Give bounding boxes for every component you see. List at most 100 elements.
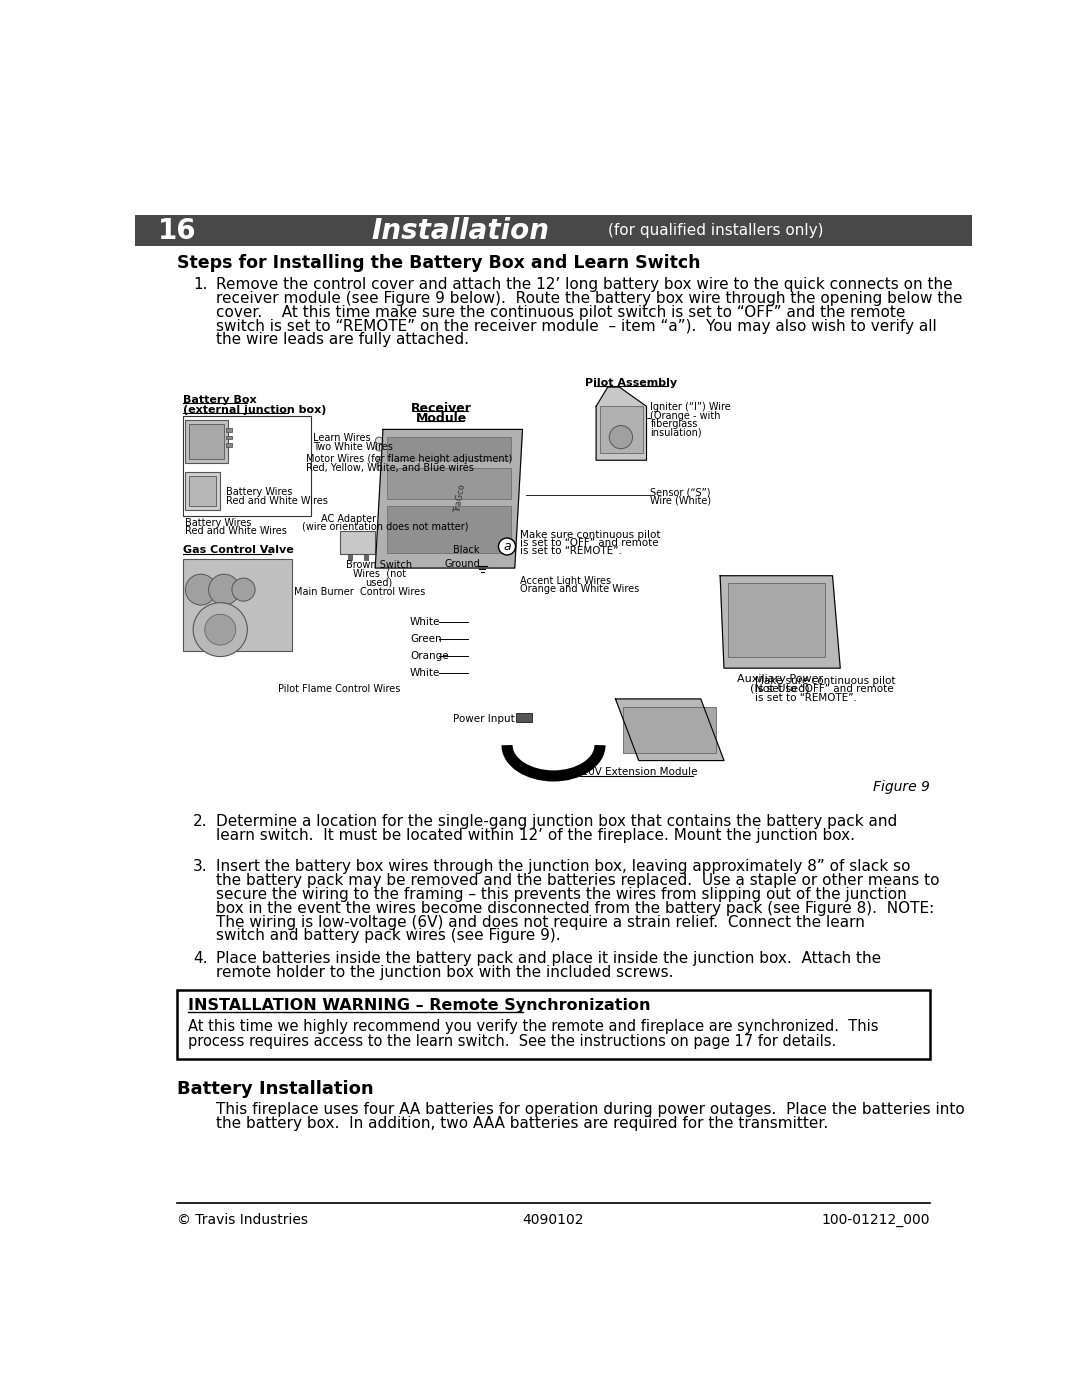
Text: 16: 16 bbox=[159, 217, 197, 244]
Polygon shape bbox=[375, 429, 523, 569]
Text: Red, Yellow, White, and Blue wires: Red, Yellow, White, and Blue wires bbox=[306, 462, 473, 472]
Circle shape bbox=[232, 578, 255, 601]
Bar bbox=[340, 531, 375, 555]
Text: Auxiliary Power: Auxiliary Power bbox=[737, 675, 823, 685]
Text: Orange and White Wires: Orange and White Wires bbox=[521, 584, 639, 594]
Text: At this time we highly recommend you verify the remote and fireplace are synchro: At this time we highly recommend you ver… bbox=[188, 1020, 878, 1034]
Text: INSTALLATION WARNING – Remote Synchronization: INSTALLATION WARNING – Remote Synchroniz… bbox=[188, 997, 650, 1013]
Text: secure the wiring to the framing – this prevents the wires from slipping out of : secure the wiring to the framing – this … bbox=[216, 887, 907, 902]
Text: is set to “REMOTE”.: is set to “REMOTE”. bbox=[521, 546, 622, 556]
Text: (Not Used): (Not Used) bbox=[750, 683, 810, 693]
Circle shape bbox=[186, 574, 216, 605]
Text: (wire orientation does not matter): (wire orientation does not matter) bbox=[301, 522, 468, 532]
Text: Accent Light Wires: Accent Light Wires bbox=[521, 576, 611, 585]
Text: the battery box.  In addition, two AAA batteries are required for the transmitte: the battery box. In addition, two AAA ba… bbox=[216, 1116, 828, 1132]
Text: Green: Green bbox=[410, 634, 442, 644]
Circle shape bbox=[377, 462, 381, 467]
Text: Gas Control Valve: Gas Control Valve bbox=[183, 545, 294, 555]
Text: is set to “REMOTE”.: is set to “REMOTE”. bbox=[755, 693, 856, 703]
Polygon shape bbox=[596, 387, 647, 460]
Text: Black: Black bbox=[454, 545, 480, 556]
Text: Determine a location for the single-gang junction box that contains the battery : Determine a location for the single-gang… bbox=[216, 814, 897, 830]
Text: Learn Wires: Learn Wires bbox=[313, 433, 370, 443]
Text: switch and battery pack wires (see Figure 9).: switch and battery pack wires (see Figur… bbox=[216, 929, 561, 943]
Text: cover.    At this time make sure the continuous pilot switch is set to “OFF” and: cover. At this time make sure the contin… bbox=[216, 305, 906, 320]
Text: Orange: Orange bbox=[410, 651, 449, 661]
Text: Motor Wires (for flame height adjustment): Motor Wires (for flame height adjustment… bbox=[306, 454, 512, 464]
Bar bbox=[226, 427, 232, 432]
Text: Installation: Installation bbox=[372, 217, 550, 244]
Circle shape bbox=[375, 437, 383, 444]
Text: Sensor (“S”): Sensor (“S”) bbox=[650, 488, 711, 497]
Text: Figure 9: Figure 9 bbox=[874, 780, 930, 793]
Text: Battery Wires: Battery Wires bbox=[185, 518, 251, 528]
Text: Two White Wires: Two White Wires bbox=[313, 441, 393, 451]
Text: Battery Box: Battery Box bbox=[183, 395, 257, 405]
Bar bbox=[183, 559, 292, 651]
Text: Ground: Ground bbox=[444, 559, 480, 569]
Bar bbox=[183, 415, 311, 515]
Circle shape bbox=[377, 465, 381, 471]
Text: White: White bbox=[410, 668, 441, 678]
Text: This fireplace uses four AA batteries for operation during power outages.  Place: This fireplace uses four AA batteries fo… bbox=[216, 1102, 966, 1116]
Text: White: White bbox=[410, 617, 441, 627]
Text: process requires access to the learn switch.  See the instructions on page 17 fo: process requires access to the learn swi… bbox=[188, 1034, 836, 1049]
Text: receiver module (see Figure 9 below).  Route the battery box wire through the op: receiver module (see Figure 9 below). Ro… bbox=[216, 291, 963, 306]
Circle shape bbox=[377, 457, 381, 461]
Text: fiberglass: fiberglass bbox=[650, 419, 698, 429]
Text: Brown Switch: Brown Switch bbox=[346, 560, 413, 570]
Text: is set to “OFF” and remote: is set to “OFF” and remote bbox=[521, 538, 659, 548]
Text: Insert the battery box wires through the junction box, leaving approximately 8” : Insert the battery box wires through the… bbox=[216, 859, 910, 875]
Circle shape bbox=[609, 426, 633, 448]
Text: AC Adapter: AC Adapter bbox=[321, 514, 376, 524]
Text: a: a bbox=[503, 541, 511, 553]
Text: Module: Module bbox=[416, 412, 467, 426]
Text: 120V Extension Module: 120V Extension Module bbox=[576, 767, 698, 777]
Circle shape bbox=[208, 574, 240, 605]
Text: Red and White Wires: Red and White Wires bbox=[185, 527, 286, 536]
Bar bbox=[186, 420, 228, 462]
Text: 100-01212_000: 100-01212_000 bbox=[822, 1213, 930, 1227]
Bar bbox=[348, 555, 352, 560]
Bar bbox=[387, 437, 511, 460]
Text: Battery Installation: Battery Installation bbox=[177, 1080, 374, 1098]
Bar bbox=[516, 712, 531, 722]
Bar bbox=[226, 443, 232, 447]
Text: Wires  (not: Wires (not bbox=[352, 569, 406, 578]
Text: TraGco: TraGco bbox=[454, 483, 468, 514]
Text: is set to “OFF” and remote: is set to “OFF” and remote bbox=[755, 685, 893, 694]
Circle shape bbox=[193, 602, 247, 657]
Text: The wiring is low-voltage (6V) and does not require a strain relief.  Connect th: The wiring is low-voltage (6V) and does … bbox=[216, 915, 865, 929]
Text: used): used) bbox=[365, 577, 393, 587]
Text: Receiver: Receiver bbox=[410, 402, 472, 415]
Text: (Orange - with: (Orange - with bbox=[650, 411, 720, 420]
Text: Red and White Wires: Red and White Wires bbox=[227, 496, 328, 506]
Circle shape bbox=[375, 443, 383, 451]
Bar bbox=[387, 468, 511, 499]
Bar bbox=[728, 584, 825, 657]
Bar bbox=[189, 475, 216, 507]
Text: Power Input: Power Input bbox=[453, 714, 515, 724]
Text: Main Burner  Control Wires: Main Burner Control Wires bbox=[294, 587, 426, 598]
Text: the wire leads are fully attached.: the wire leads are fully attached. bbox=[216, 332, 470, 348]
Text: (external junction box): (external junction box) bbox=[183, 405, 326, 415]
Bar bbox=[135, 215, 972, 246]
Bar bbox=[186, 472, 220, 510]
Text: remote holder to the junction box with the included screws.: remote holder to the junction box with t… bbox=[216, 965, 674, 981]
Circle shape bbox=[499, 538, 515, 555]
Bar bbox=[177, 990, 930, 1059]
Text: Steps for Installing the Battery Box and Learn Switch: Steps for Installing the Battery Box and… bbox=[177, 254, 700, 272]
Bar bbox=[387, 507, 511, 553]
Text: Make sure continuous pilot: Make sure continuous pilot bbox=[521, 529, 661, 539]
Bar bbox=[623, 707, 716, 753]
Text: 2.: 2. bbox=[193, 814, 207, 830]
Text: (for qualified installers only): (for qualified installers only) bbox=[608, 224, 823, 239]
Circle shape bbox=[205, 615, 235, 645]
Text: learn switch.  It must be located within 12’ of the fireplace. Mount the junctio: learn switch. It must be located within … bbox=[216, 828, 855, 844]
Text: 4.: 4. bbox=[193, 951, 207, 967]
Bar bbox=[364, 555, 367, 560]
Polygon shape bbox=[616, 698, 724, 760]
Circle shape bbox=[377, 460, 381, 464]
Text: Wire (White): Wire (White) bbox=[650, 496, 712, 506]
Text: Remove the control cover and attach the 12’ long battery box wire to the quick c: Remove the control cover and attach the … bbox=[216, 277, 953, 292]
